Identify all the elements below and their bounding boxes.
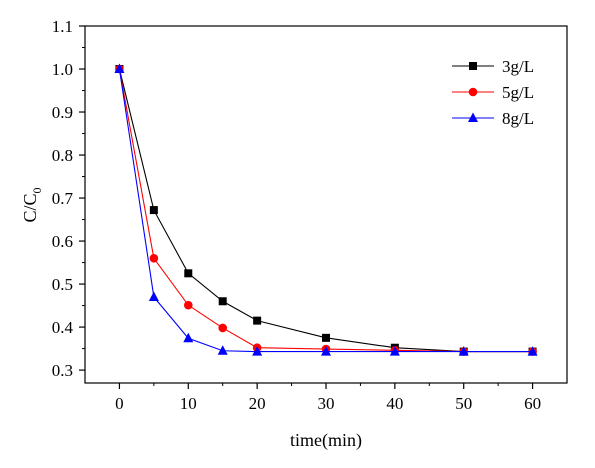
data-point (148, 291, 159, 301)
legend-label: 5g/L (502, 83, 534, 102)
series-line (118, 68, 533, 353)
series-3g/L (115, 65, 537, 356)
data-point (217, 345, 228, 355)
legend: 3g/L 5g/L 8g/L (452, 57, 534, 128)
legend-item: 5g/L (452, 83, 534, 102)
x-tick-label: 50 (455, 394, 472, 413)
y-tick-label: 0.6 (52, 232, 73, 251)
y-axis-title-main: C/C (20, 193, 40, 222)
data-point (183, 300, 193, 310)
x-tick-label: 10 (180, 394, 197, 413)
y-axis-title: C/C0 (20, 187, 44, 222)
y-tick-label: 1.0 (52, 60, 73, 79)
legend-marker (468, 112, 478, 122)
series-layer (114, 63, 538, 356)
legend-item: 8g/L (452, 109, 534, 128)
data-point (183, 332, 194, 343)
x-tick-label: 30 (318, 394, 335, 413)
y-tick-label: 0.5 (52, 275, 73, 294)
x-tick-label: 40 (386, 394, 403, 413)
data-point (149, 253, 159, 263)
data-point (253, 316, 262, 325)
data-point (149, 206, 158, 215)
data-point (322, 333, 330, 342)
y-axis: 0.3 0.4 0.5 0.6 0.7 0.8 0.9 1.0 1.1 (52, 17, 85, 380)
y-axis-title-subscript: 0 (30, 187, 44, 193)
series-line (118, 68, 533, 353)
y-tick-label: 1.1 (52, 17, 73, 36)
series-5g/L (115, 64, 537, 356)
y-tick-label: 0.4 (52, 318, 74, 337)
data-point (218, 323, 228, 333)
y-tick-label: 0.8 (52, 146, 73, 165)
legend-item: 3g/L (452, 57, 534, 76)
x-tick-label: 60 (524, 394, 541, 413)
series-line (118, 68, 533, 353)
x-tick-label: 0 (115, 394, 124, 413)
legend-marker (469, 62, 477, 70)
series-8g/L (114, 63, 538, 356)
x-axis: 0 10 20 30 40 50 60 (115, 383, 541, 413)
x-tick-label: 20 (249, 394, 266, 413)
y-tick-label: 0.7 (52, 189, 74, 208)
data-point (114, 63, 125, 74)
data-point (252, 346, 263, 356)
legend-label: 8g/L (502, 109, 534, 128)
data-point (321, 346, 331, 356)
data-point (184, 269, 193, 278)
data-point (218, 297, 227, 306)
data-point (527, 346, 538, 356)
data-point (389, 346, 400, 356)
legend-label: 3g/L (502, 57, 534, 76)
legend-marker (468, 87, 478, 97)
x-axis-title: time(min) (290, 430, 362, 451)
plot-frame (84, 25, 568, 384)
y-tick-label: 0.9 (52, 103, 73, 122)
data-point (458, 346, 469, 356)
y-tick-label: 0.3 (52, 361, 73, 380)
